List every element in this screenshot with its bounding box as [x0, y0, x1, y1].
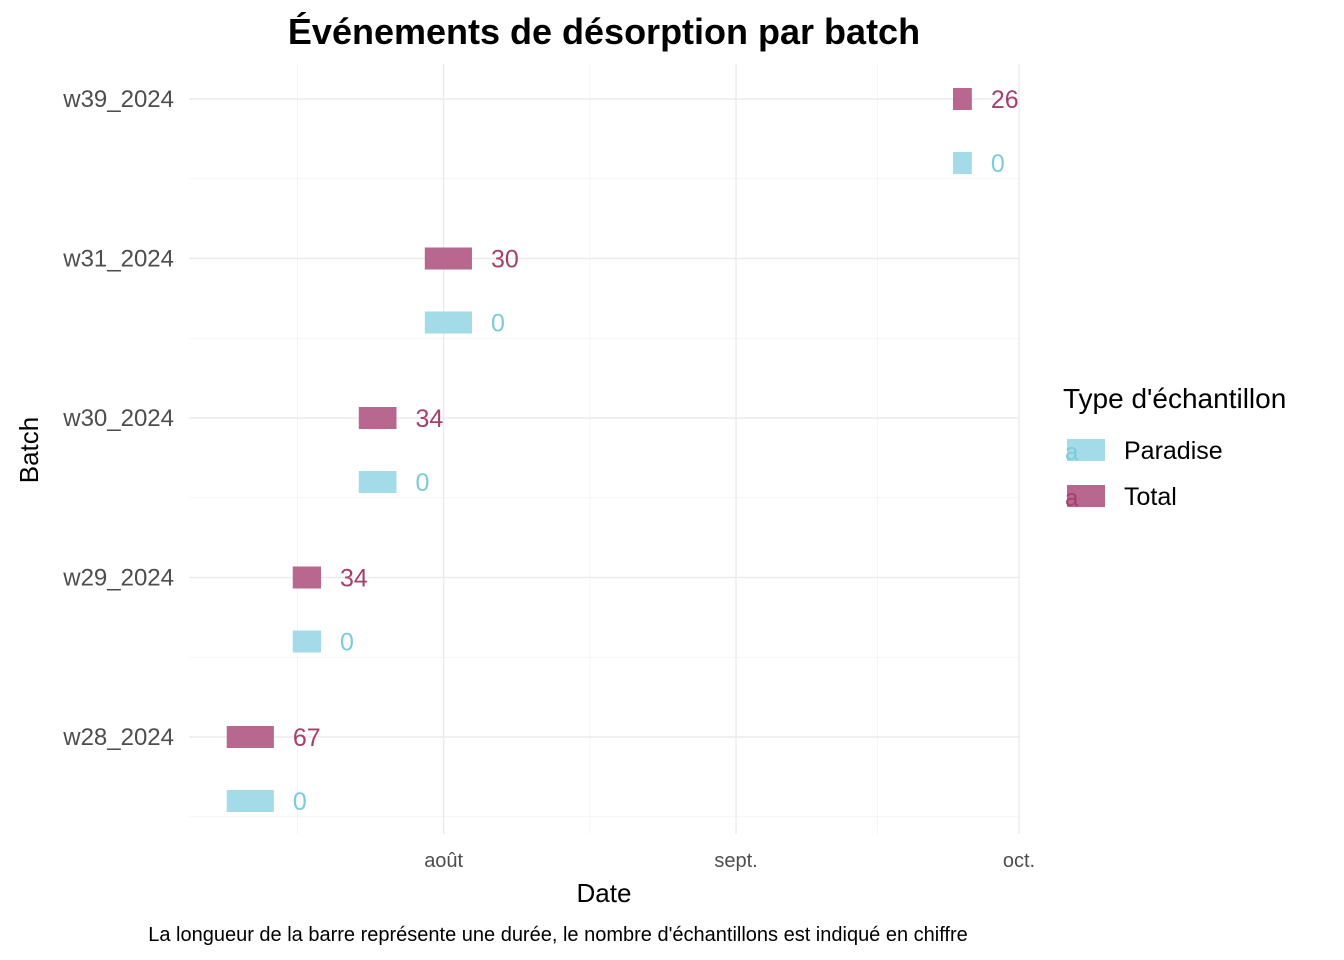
y-tick-label: w30_2024	[62, 405, 174, 432]
y-tick-labels: w28_2024 w29_2024 w30_2024 w31_2024 w39_2024	[62, 86, 174, 751]
x-tick-label: sept.	[714, 850, 757, 872]
x-tick-label: oct.	[1003, 850, 1035, 872]
legend-key-letter: a	[1065, 439, 1079, 466]
bars-layer	[226, 88, 972, 812]
x-tick-labels: août sept. oct.	[424, 850, 1035, 872]
bar-paradise	[358, 471, 397, 493]
bar-total	[292, 566, 322, 589]
value-labels-layer: 67 34 34 30 26 0 0 0 0 0	[293, 86, 1019, 816]
minor-gridlines	[189, 64, 1019, 834]
y-tick-label: w39_2024	[62, 86, 174, 113]
legend-title: Type d'échantillon	[1063, 383, 1286, 414]
value-label-total: 34	[416, 405, 444, 433]
major-gridlines	[189, 64, 1020, 834]
bar-total	[358, 407, 397, 429]
chart-title: Événements de désorption par batch	[288, 11, 920, 52]
y-axis-title: Batch	[14, 417, 44, 484]
x-axis-title: Date	[577, 878, 632, 908]
bar-paradise	[292, 630, 322, 653]
value-label-paradise: 0	[340, 629, 354, 657]
chart-caption: La longueur de la barre représente une d…	[148, 924, 968, 946]
bar-paradise	[226, 790, 274, 812]
value-label-paradise: 0	[416, 469, 430, 497]
y-tick-label: w29_2024	[62, 565, 174, 592]
legend-key-total	[1067, 485, 1105, 507]
bar-paradise	[952, 152, 972, 174]
legend-key-paradise	[1067, 439, 1105, 461]
value-label-paradise: 0	[491, 310, 505, 338]
value-label-total: 26	[991, 86, 1019, 114]
value-label-total: 30	[491, 246, 519, 274]
bar-total	[424, 247, 472, 270]
legend: Type d'échantillon a Paradise a Total	[1063, 383, 1286, 512]
bar-paradise	[424, 311, 472, 334]
legend-label-total: Total	[1124, 483, 1177, 511]
value-label-paradise: 0	[293, 788, 307, 816]
x-tick-label: août	[424, 850, 463, 872]
legend-key-letter: a	[1065, 485, 1079, 512]
value-label-total: 67	[293, 724, 321, 752]
value-label-total: 34	[340, 565, 368, 593]
bar-total	[952, 88, 972, 110]
y-tick-label: w31_2024	[62, 246, 174, 273]
bar-total	[226, 726, 274, 748]
legend-items: a Paradise a Total	[1065, 437, 1223, 512]
value-label-paradise: 0	[991, 150, 1005, 178]
legend-label-paradise: Paradise	[1124, 437, 1223, 465]
y-tick-label: w28_2024	[62, 724, 174, 751]
